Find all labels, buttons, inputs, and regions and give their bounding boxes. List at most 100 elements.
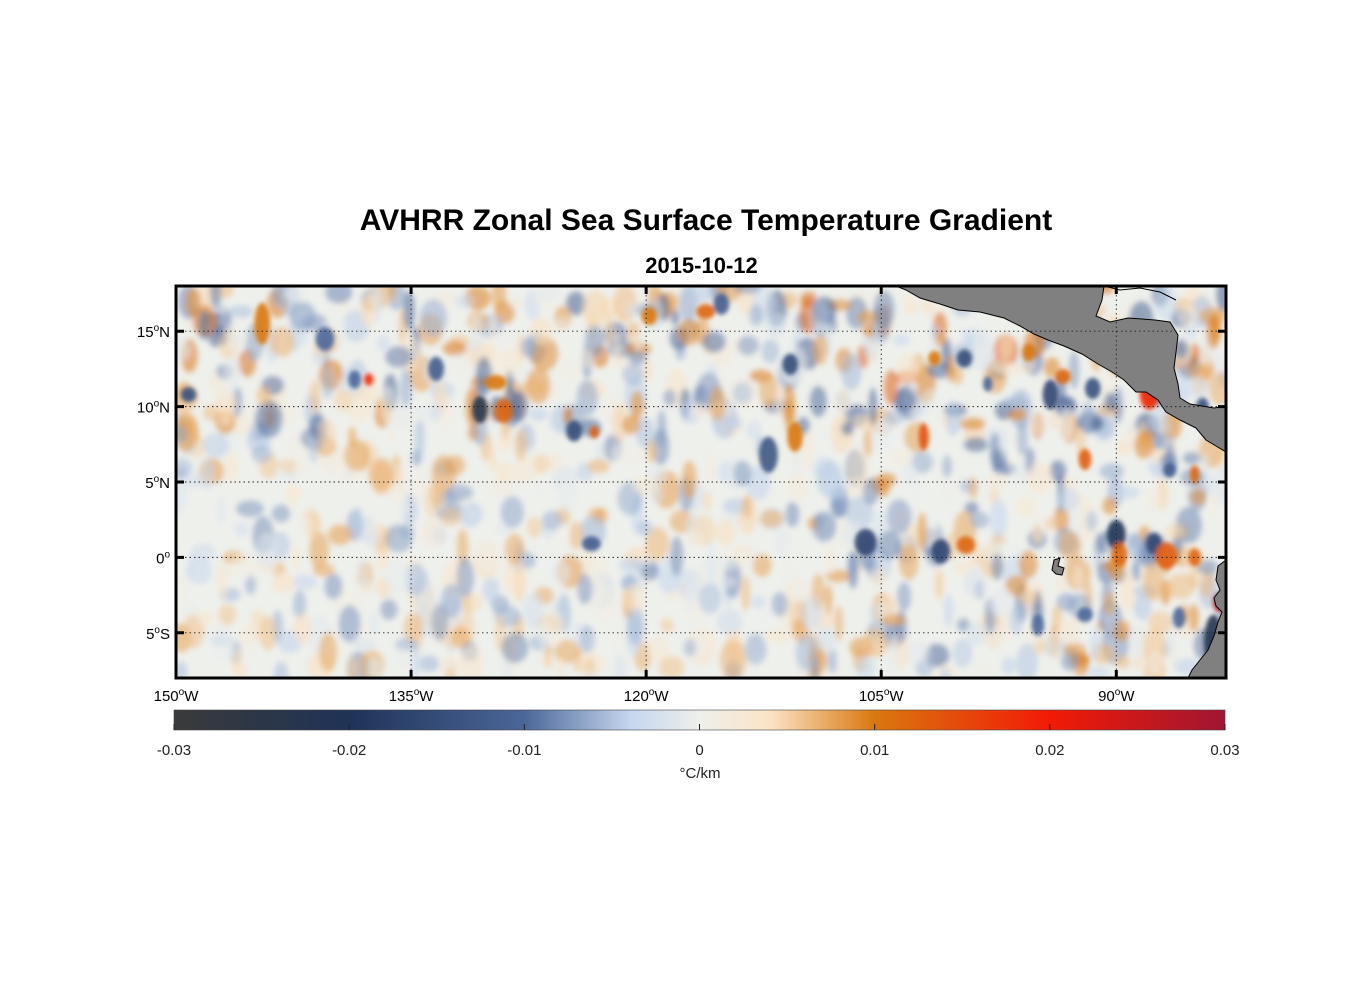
- gradient-patch: [293, 589, 306, 619]
- gradient-patch: [271, 571, 295, 593]
- gradient-patch: [942, 455, 952, 478]
- positive-gradient-feature: [1188, 548, 1201, 567]
- gradient-patch: [223, 354, 241, 392]
- gradient-patch: [722, 359, 732, 375]
- gradient-patch: [251, 444, 273, 464]
- gradient-patch: [610, 632, 628, 655]
- gradient-patch: [847, 550, 859, 589]
- gradient-patch: [524, 444, 534, 483]
- gradient-patch: [683, 638, 697, 657]
- gradient-patch: [469, 592, 482, 613]
- gradient-patch: [812, 511, 837, 542]
- positive-gradient-feature: [696, 304, 716, 320]
- gradient-patch: [626, 606, 645, 645]
- gradient-patch: [685, 585, 697, 614]
- gradient-patch: [395, 637, 420, 652]
- gradient-patch: [293, 613, 312, 645]
- gradient-patch: [650, 483, 663, 504]
- gradient-patch: [576, 379, 598, 417]
- positive-gradient-feature: [787, 421, 803, 452]
- gradient-patch: [325, 286, 353, 304]
- gradient-patch: [1088, 666, 1111, 678]
- gradient-patch: [202, 432, 230, 458]
- gradient-patch: [346, 656, 359, 678]
- gradient-patch: [1017, 590, 1038, 604]
- gradient-patch: [503, 558, 528, 597]
- gradient-patch: [176, 476, 185, 514]
- gradient-patch: [376, 548, 389, 572]
- gradient-patch: [1008, 408, 1027, 422]
- gradient-patch: [943, 593, 954, 628]
- gradient-patch: [887, 450, 913, 467]
- gradient-patch: [532, 454, 552, 474]
- gradient-patch: [1113, 386, 1123, 424]
- gradient-patch: [414, 419, 425, 459]
- gradient-patch: [716, 519, 736, 547]
- gradient-patch: [233, 521, 250, 537]
- gradient-patch: [367, 658, 383, 678]
- central-america-land: [895, 286, 1226, 453]
- colorbar-tick-label: 0.02: [1035, 742, 1064, 759]
- gradient-patch: [526, 516, 543, 538]
- gradient-patch: [455, 294, 474, 308]
- gradient-patch: [396, 648, 413, 670]
- gradient-patch: [380, 599, 398, 620]
- gradient-patch: [618, 557, 644, 573]
- negative-gradient-feature: [472, 396, 488, 424]
- gradient-patch: [989, 488, 999, 505]
- gradient-patch: [273, 661, 289, 678]
- gradient-patch: [500, 496, 524, 529]
- gradient-patch: [719, 640, 747, 678]
- positive-gradient-feature: [494, 399, 513, 424]
- gradient-patch: [773, 528, 791, 557]
- gradient-patch: [732, 382, 753, 405]
- gradient-patch: [459, 644, 484, 678]
- gradient-patch: [522, 592, 545, 630]
- gradient-patch: [670, 536, 684, 577]
- gradient-patch: [209, 634, 234, 647]
- gradient-patch: [812, 627, 837, 653]
- negative-gradient-feature: [956, 349, 973, 368]
- gradient-patch: [488, 475, 515, 498]
- gradient-patch: [209, 286, 222, 308]
- gradient-patch: [787, 472, 809, 501]
- gradient-patch: [623, 583, 646, 612]
- gradient-patch: [1104, 392, 1117, 412]
- gradient-patch: [702, 331, 726, 353]
- latitude-label: 0o: [156, 549, 170, 567]
- gradient-patch: [1139, 428, 1154, 448]
- gradient-patch: [183, 601, 199, 617]
- gradient-patch: [1142, 628, 1167, 668]
- gradient-patch: [733, 286, 762, 294]
- gradient-patch: [491, 286, 506, 311]
- positive-gradient-feature: [1022, 343, 1035, 362]
- negative-gradient-feature: [1085, 377, 1101, 400]
- gradient-patch: [646, 440, 657, 463]
- gradient-patch: [385, 560, 411, 596]
- gradient-patch: [959, 417, 986, 431]
- gradient-patch: [1002, 363, 1024, 377]
- gradient-patch: [556, 657, 566, 678]
- gradient-patch: [176, 570, 189, 611]
- gradient-patch: [1026, 461, 1053, 495]
- gradient-patch: [190, 543, 216, 562]
- gradient-patch: [899, 543, 919, 581]
- gradient-patch: [1034, 639, 1046, 654]
- gradient-patch: [1033, 493, 1047, 513]
- gradient-patch: [1077, 653, 1088, 669]
- gradient-patch: [530, 336, 559, 372]
- gradient-patch: [807, 517, 817, 530]
- gradient-patch: [292, 544, 301, 570]
- gradient-patch: [1044, 516, 1057, 531]
- negative-gradient-feature: [315, 326, 335, 351]
- gradient-patch: [630, 390, 644, 420]
- gradient-patch: [883, 369, 899, 406]
- gradient-patch: [881, 614, 907, 627]
- colorbar: -0.03 -0.02 -0.01 0 0.01 0.02 0.03 °C/km: [157, 709, 1240, 782]
- positive-gradient-feature: [641, 307, 658, 326]
- gradient-patch: [385, 524, 413, 553]
- gradient-patch: [1190, 488, 1207, 506]
- gradient-patch: [569, 521, 584, 550]
- gradient-patch: [228, 305, 254, 318]
- gradient-patch: [239, 403, 260, 436]
